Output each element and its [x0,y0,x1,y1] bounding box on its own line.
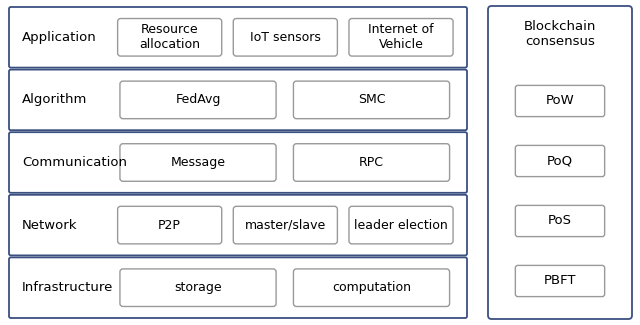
Text: Algorithm: Algorithm [22,93,88,106]
Text: computation: computation [332,281,411,294]
FancyBboxPatch shape [349,206,453,244]
Text: Resource
allocation: Resource allocation [139,23,200,51]
FancyBboxPatch shape [293,81,449,119]
FancyBboxPatch shape [9,257,467,318]
FancyBboxPatch shape [118,206,221,244]
Text: Blockchain
consensus: Blockchain consensus [524,20,596,48]
Text: PoQ: PoQ [547,154,573,167]
FancyBboxPatch shape [9,70,467,130]
FancyBboxPatch shape [349,19,453,56]
FancyBboxPatch shape [120,269,276,306]
FancyBboxPatch shape [293,144,449,181]
Text: Network: Network [22,219,77,232]
Text: master/slave: master/slave [244,219,326,232]
FancyBboxPatch shape [515,266,605,297]
FancyBboxPatch shape [488,6,632,319]
Text: PBFT: PBFT [544,275,576,288]
Text: Application: Application [22,31,97,44]
Text: RPC: RPC [359,156,384,169]
Text: PoW: PoW [546,95,574,108]
FancyBboxPatch shape [9,195,467,255]
FancyBboxPatch shape [515,205,605,237]
Text: storage: storage [174,281,222,294]
Text: IoT sensors: IoT sensors [250,31,321,44]
FancyBboxPatch shape [515,145,605,176]
Text: FedAvg: FedAvg [175,93,221,106]
Text: Message: Message [170,156,225,169]
Text: P2P: P2P [158,219,181,232]
Text: Internet of
Vehicle: Internet of Vehicle [368,23,434,51]
Text: leader election: leader election [354,219,448,232]
Text: Communication: Communication [22,156,127,169]
FancyBboxPatch shape [234,19,337,56]
Text: SMC: SMC [358,93,385,106]
Text: PoS: PoS [548,214,572,227]
FancyBboxPatch shape [515,85,605,117]
FancyBboxPatch shape [9,7,467,68]
FancyBboxPatch shape [118,19,221,56]
FancyBboxPatch shape [293,269,449,306]
Text: Infrastructure: Infrastructure [22,281,113,294]
FancyBboxPatch shape [120,81,276,119]
FancyBboxPatch shape [234,206,337,244]
FancyBboxPatch shape [9,132,467,193]
FancyBboxPatch shape [120,144,276,181]
